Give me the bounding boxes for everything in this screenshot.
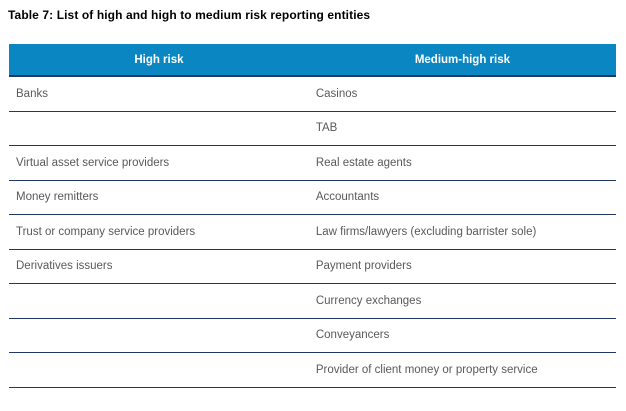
table-row: TAB bbox=[9, 111, 616, 146]
table-row: Banks Casinos bbox=[9, 76, 616, 112]
cell-medium-high-risk: Conveyancers bbox=[308, 318, 616, 353]
cell-medium-high-risk: Real estate agents bbox=[308, 145, 616, 181]
cell-high-risk: Virtual asset service providers bbox=[9, 145, 309, 181]
cell-medium-high-risk: Casinos bbox=[308, 76, 616, 112]
cell-medium-high-risk: Accountants bbox=[308, 180, 616, 215]
cell-medium-high-risk: Provider of client money or property ser… bbox=[308, 352, 616, 388]
table-row: Conveyancers bbox=[9, 318, 616, 353]
cell-high-risk bbox=[9, 352, 309, 388]
table-row: Currency exchanges bbox=[9, 283, 616, 319]
cell-high-risk bbox=[9, 283, 309, 319]
table-row: Money remitters Accountants bbox=[9, 180, 616, 215]
cell-high-risk: Derivatives issuers bbox=[9, 249, 309, 284]
table-row: Trust or company service providers Law f… bbox=[9, 214, 616, 250]
cell-high-risk: Money remitters bbox=[9, 180, 309, 215]
cell-high-risk: Trust or company service providers bbox=[9, 214, 309, 250]
cell-medium-high-risk: TAB bbox=[308, 111, 616, 146]
risk-entities-table: High risk Medium-high risk Banks Casinos… bbox=[9, 44, 616, 388]
table-row: Derivatives issuers Payment providers bbox=[9, 249, 616, 284]
cell-high-risk: Banks bbox=[9, 76, 309, 112]
table-row: Virtual asset service providers Real est… bbox=[9, 145, 616, 181]
cell-high-risk bbox=[9, 318, 309, 353]
column-header-high-risk: High risk bbox=[9, 44, 309, 77]
cell-medium-high-risk: Currency exchanges bbox=[308, 283, 616, 319]
column-header-medium-high-risk: Medium-high risk bbox=[308, 44, 616, 77]
table-caption: Table 7: List of high and high to medium… bbox=[8, 8, 371, 22]
cell-medium-high-risk: Payment providers bbox=[308, 249, 616, 284]
table-header-row: High risk Medium-high risk bbox=[9, 44, 616, 77]
cell-high-risk bbox=[9, 111, 309, 146]
table-row: Provider of client money or property ser… bbox=[9, 352, 616, 388]
cell-medium-high-risk: Law firms/lawyers (excluding barrister s… bbox=[308, 214, 616, 250]
